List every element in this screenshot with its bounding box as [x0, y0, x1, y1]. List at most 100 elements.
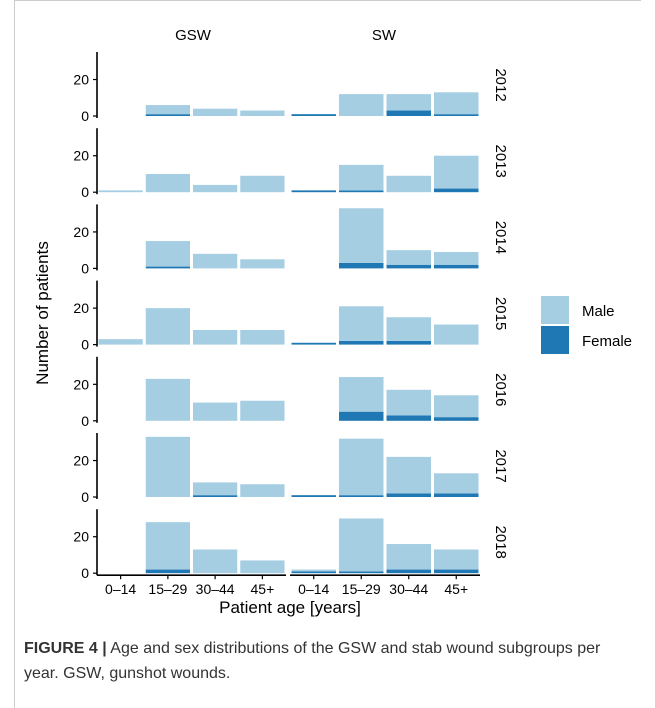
bar-male-2018-gsw-15-29 — [145, 522, 190, 570]
legend-swatch-male — [541, 296, 569, 324]
bar-male-2012-sw-15-29 — [339, 94, 384, 116]
row-strip-2016: 2016 — [492, 373, 509, 406]
y-tick-label-2014-0: 0 — [81, 260, 89, 276]
bar-male-2014-sw-15-29 — [339, 208, 384, 263]
y-tick-label-2016-20: 20 — [73, 376, 89, 392]
bar-female-2014-sw-45 — [434, 264, 479, 269]
column-label-gsw: GSW — [175, 27, 212, 44]
bar-male-2017-sw-15-29 — [339, 438, 384, 496]
row-strip-2017: 2017 — [492, 449, 509, 482]
bar-female-2017-sw-15-29 — [339, 495, 384, 497]
bar-female-2017-sw-30-44 — [386, 493, 431, 497]
bar-male-2013-gsw-15-29 — [145, 173, 190, 193]
bar-male-2016-sw-30-44 — [386, 389, 431, 416]
x-axis-title: Patient age [years] — [219, 598, 361, 617]
bar-male-2017-sw-30-44 — [386, 456, 431, 494]
bar-male-2018-sw-45 — [434, 549, 479, 570]
bar-male-2014-gsw-15-29 — [145, 241, 190, 267]
bar-male-2018-sw-30-44 — [386, 544, 431, 570]
bar-male-2015-gsw-15-29 — [145, 308, 190, 345]
x-tick-labels-group: 0–14 15–29 30–44 45+ 0–14 15–29 30–44 45+ — [105, 581, 468, 597]
bar-male-2016-gsw-45 — [240, 400, 285, 421]
bar-male-2013-sw-15-29 — [339, 164, 384, 191]
bar-female-2015-sw-30-44 — [386, 340, 431, 345]
bar-female-2012-sw-45 — [434, 114, 479, 116]
row-strip-2018: 2018 — [492, 526, 509, 559]
column-label-sw: SW — [372, 27, 397, 44]
bar-male-2016-sw-15-29 — [339, 377, 384, 412]
bar-male-2015-gsw-45 — [240, 330, 285, 345]
y-tick-label-2016-0: 0 — [81, 413, 89, 429]
y-tick-label-2013-20: 20 — [73, 148, 89, 164]
bar-female-2018-sw-0-14 — [291, 571, 336, 574]
legend-label-female: Female — [582, 333, 632, 350]
bar-female-2018-gsw-15-29 — [145, 569, 190, 574]
frame-left-border — [14, 0, 15, 708]
bar-male-2013-sw-45 — [434, 155, 479, 189]
bar-female-2014-sw-15-29 — [339, 262, 384, 269]
bar-female-2018-sw-15-29 — [339, 571, 384, 574]
bar-female-2014-gsw-15-29 — [145, 266, 190, 269]
bar-male-2015-sw-30-44 — [386, 317, 431, 341]
bar-male-2015-gsw-30-44 — [193, 330, 238, 345]
x-tick-label-sw-0-14: 0–14 — [298, 581, 329, 597]
bar-female-2017-sw-0-14 — [291, 495, 336, 497]
bar-male-2018-sw-0-14 — [291, 569, 336, 572]
y-tick-label-2017-0: 0 — [81, 489, 89, 505]
y-tick-label-2018-20: 20 — [73, 529, 89, 545]
row-strip-2013: 2013 — [492, 145, 509, 178]
row-strip-2014: 2014 — [492, 221, 509, 254]
bar-female-2018-sw-45 — [434, 569, 479, 574]
bar-male-2017-gsw-45 — [240, 484, 285, 497]
bar-male-2015-gsw-0-14 — [98, 339, 143, 345]
y-tick-label-2012-20: 20 — [73, 72, 89, 88]
bar-male-2013-gsw-45 — [240, 175, 285, 193]
bar-female-2014-sw-30-44 — [386, 264, 431, 269]
bar-female-2015-sw-0-14 — [291, 342, 336, 345]
caption-label: FIGURE 4 | — [24, 640, 107, 657]
y-tick-label-2014-20: 20 — [73, 224, 89, 240]
bar-male-2012-gsw-45 — [240, 110, 285, 116]
bar-male-2018-gsw-30-44 — [193, 549, 238, 574]
bar-male-2014-sw-30-44 — [386, 250, 431, 265]
bar-male-2013-gsw-0-14 — [98, 190, 143, 193]
bar-female-2012-sw-30-44 — [386, 110, 431, 116]
bar-male-2014-sw-45 — [434, 251, 479, 265]
bar-female-2016-sw-45 — [434, 417, 479, 421]
bar-female-2013-sw-15-29 — [339, 190, 384, 193]
row-strip-2012: 2012 — [492, 68, 509, 101]
bar-male-2016-gsw-15-29 — [145, 378, 190, 421]
bar-female-2017-gsw-30-44 — [193, 495, 238, 497]
bar-male-2015-sw-15-29 — [339, 306, 384, 341]
x-tick-label-gsw-30-44: 30–44 — [196, 581, 235, 597]
y-tick-label-2013-0: 0 — [81, 184, 89, 200]
y-tick-label-2012-0: 0 — [81, 108, 89, 124]
y-tick-label-2015-20: 20 — [73, 300, 89, 316]
y-tick-label-2015-0: 0 — [81, 337, 89, 353]
bar-female-2013-sw-45 — [434, 188, 479, 193]
bar-female-2016-sw-30-44 — [386, 415, 431, 421]
caption-text: Age and sex distributions of the GSW and… — [24, 640, 601, 682]
bar-female-2013-sw-0-14 — [291, 190, 336, 193]
bar-female-2012-sw-0-14 — [291, 114, 336, 116]
bar-male-2017-gsw-30-44 — [193, 482, 238, 496]
bar-male-2013-gsw-30-44 — [193, 184, 238, 193]
bar-male-2017-sw-45 — [434, 473, 479, 494]
bar-male-2012-gsw-15-29 — [145, 105, 190, 115]
y-axis-title: Number of patients — [33, 241, 52, 385]
legend-label-male: Male — [582, 303, 615, 320]
x-tick-label-sw-15-29: 15–29 — [342, 581, 381, 597]
figure-caption: FIGURE 4 | Age and sex distributions of … — [24, 636, 639, 686]
bar-male-2014-gsw-30-44 — [193, 253, 238, 269]
bar-female-2015-sw-15-29 — [339, 340, 384, 345]
bar-male-2012-sw-30-44 — [386, 94, 431, 111]
frame-top-border — [14, 0, 641, 1]
bar-female-2018-sw-30-44 — [386, 569, 431, 574]
bar-male-2016-gsw-30-44 — [193, 402, 238, 421]
y-tick-label-2017-20: 20 — [73, 453, 89, 469]
bar-male-2014-gsw-45 — [240, 259, 285, 269]
bar-female-2016-sw-15-29 — [339, 411, 384, 421]
x-tick-label-gsw-45: 45+ — [251, 581, 275, 597]
bar-male-2018-sw-15-29 — [339, 518, 384, 572]
row-strip-2015: 2015 — [492, 297, 509, 330]
